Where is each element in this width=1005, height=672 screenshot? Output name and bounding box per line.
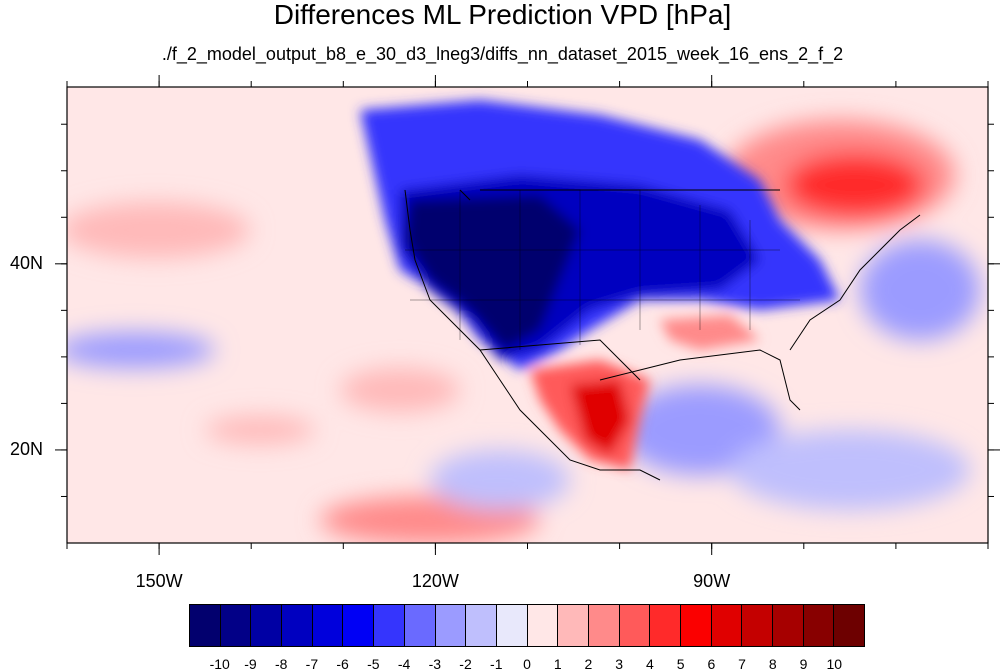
colorbar-swatch — [742, 605, 774, 646]
colorbar-swatch — [466, 605, 497, 646]
lon-tick-label: 120W — [411, 571, 459, 591]
pacific-negative-anomaly — [67, 332, 215, 368]
colorbar-swatch — [773, 605, 804, 646]
colorbar-label: -1 — [490, 656, 503, 672]
colorbar-swatch — [619, 605, 651, 646]
colorbar-swatch — [343, 605, 375, 646]
colorbar-label: 0 — [523, 656, 531, 672]
colorbar-label: 3 — [615, 656, 624, 672]
colorbar-swatch — [312, 605, 344, 646]
gulf-negative-anomaly — [620, 385, 780, 475]
colorbar-label: -9 — [244, 656, 257, 672]
lat-tick-label: 20N — [10, 438, 44, 459]
colorbar-swatch — [558, 605, 589, 646]
colorbar-label: 6 — [707, 656, 716, 672]
lat-tick-label: 40N — [10, 252, 44, 273]
colorbar-label: 1 — [553, 656, 562, 672]
colorbar-swatch — [588, 605, 620, 646]
colorbar-swatch — [527, 605, 559, 646]
colorbar-swatch — [220, 605, 252, 646]
colorbar-label: -5 — [367, 656, 380, 672]
colorbar-label: 7 — [738, 656, 746, 672]
colorbar-label: 9 — [799, 656, 808, 672]
map-title: Differences ML Prediction VPD [hPa] — [273, 0, 732, 30]
caribbean-negative — [730, 430, 970, 510]
lon-tick-label: 150W — [135, 571, 183, 591]
map-subtitle: ./f_2_model_output_b8_e_30_d3_lneg3/diff… — [161, 44, 844, 64]
lon-tick-label: 90W — [693, 571, 731, 591]
colorbar-label: 5 — [676, 656, 685, 672]
colorbar-label: -3 — [428, 656, 442, 672]
eastern-pacific-negative — [430, 450, 570, 510]
colorbar-swatch — [803, 605, 835, 646]
colorbar-label: -2 — [459, 656, 472, 672]
colorbar-swatch — [251, 605, 283, 646]
colorbar-label: 8 — [768, 656, 777, 672]
pacific-positive-anomaly — [67, 202, 250, 258]
colorbar-swatch — [374, 605, 405, 646]
colorbar-swatch — [834, 605, 865, 646]
colorbar-label: 10 — [826, 656, 843, 672]
colorbar-label: -10 — [209, 656, 230, 672]
south-us-positive — [660, 315, 760, 350]
colorbar-label: -7 — [305, 656, 319, 672]
colorbar — [189, 604, 865, 647]
colorbar-label: 4 — [646, 656, 654, 672]
colorbar-swatch — [404, 605, 436, 646]
axis-ticks — [55, 75, 1000, 555]
colorbar-swatch — [190, 605, 221, 646]
colorbar-label: -8 — [274, 656, 288, 672]
pacific-positive-anomaly-3 — [205, 416, 315, 444]
western-us-extreme-negative — [405, 195, 580, 350]
colorbar-label: 2 — [584, 656, 593, 672]
colorbar-swatch — [711, 605, 743, 646]
colorbar-label: -6 — [336, 656, 349, 672]
colorbar-label: -4 — [397, 656, 411, 672]
colorbar-swatch — [496, 605, 528, 646]
colorbar-swatch — [282, 605, 313, 646]
mexico-strong-positive — [570, 380, 630, 455]
colorbar-swatch — [435, 605, 467, 646]
colorbar-swatch — [681, 605, 712, 646]
colorbar-swatch — [650, 605, 681, 646]
north-atlantic-core — [785, 153, 925, 217]
pacific-positive-anomaly-2 — [340, 368, 460, 412]
state-borders — [405, 190, 800, 350]
atlantic-negative — [860, 240, 980, 340]
